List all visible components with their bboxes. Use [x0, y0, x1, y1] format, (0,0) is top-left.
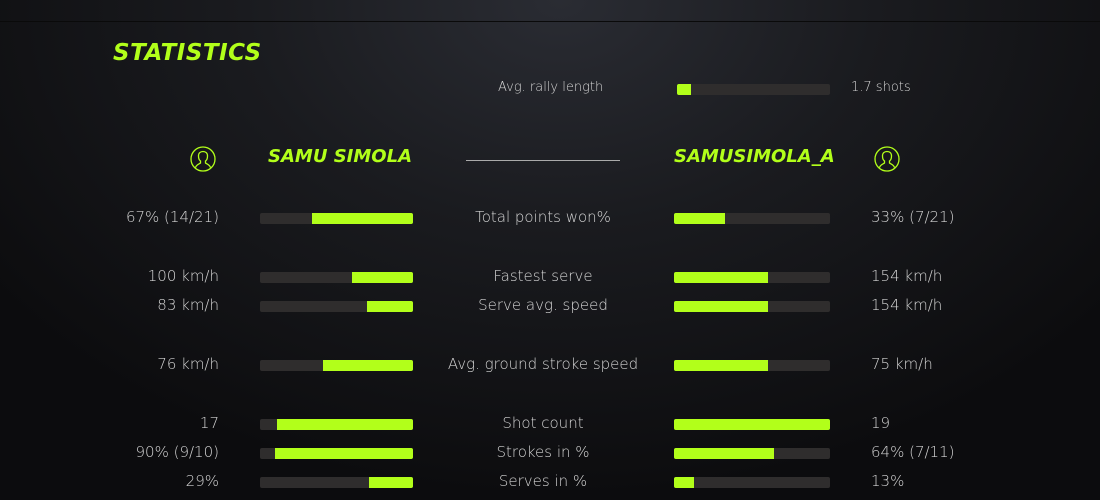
stat-left-value: 29%	[185, 472, 219, 490]
stat-label: Shot count	[502, 414, 584, 432]
stat-label: Strokes in %	[496, 443, 590, 461]
stat-right-bar-fill	[674, 419, 830, 430]
rally-bar	[677, 84, 830, 95]
stat-left-bar	[260, 477, 413, 488]
stat-right-bar	[674, 272, 830, 283]
stat-left-bar-fill	[275, 448, 413, 459]
player-left-name: SAMU SIMOLA	[268, 146, 412, 167]
stat-right-bar-fill	[674, 360, 768, 371]
stat-left-value: 17	[199, 414, 219, 432]
stat-right-value: 13%	[871, 472, 905, 490]
stat-label: Fastest serve	[493, 267, 593, 285]
stat-label: Serves in %	[498, 472, 588, 490]
rally-label: Avg. rally length	[498, 80, 604, 95]
stat-right-bar-fill	[674, 448, 774, 459]
stat-left-value: 100 km/h	[147, 267, 219, 285]
stat-left-bar-fill	[276, 419, 413, 430]
center-divider	[466, 160, 620, 161]
stat-right-value: 154 km/h	[871, 267, 943, 285]
stat-right-value: 19	[871, 414, 891, 432]
stat-left-bar-fill	[322, 360, 413, 371]
stat-left-value: 83 km/h	[157, 296, 219, 314]
stat-left-bar	[260, 360, 413, 371]
stat-right-bar	[674, 301, 830, 312]
stat-left-bar-fill	[351, 272, 413, 283]
stat-left-value: 90% (9/10)	[135, 443, 220, 461]
stat-left-bar	[260, 301, 413, 312]
stat-left-bar-fill	[368, 477, 413, 488]
page-title: STATISTICS	[113, 40, 262, 66]
stat-left-value: 76 km/h	[157, 355, 219, 373]
top-divider	[0, 21, 1100, 22]
stat-left-bar	[260, 448, 413, 459]
stat-left-bar	[260, 213, 413, 224]
player-right-name: SAMUSIMOLA_A	[674, 146, 835, 167]
stat-left-value: 67% (14/21)	[125, 208, 219, 226]
stat-right-bar-fill	[674, 213, 726, 224]
rally-bar-fill	[677, 84, 691, 95]
stat-right-bar-fill	[674, 301, 768, 312]
stat-right-bar-fill	[674, 272, 768, 283]
stat-left-bar-fill	[312, 213, 413, 224]
stat-left-bar	[260, 419, 413, 430]
stat-label: Avg. ground stroke speed	[447, 355, 639, 373]
stat-left-bar	[260, 272, 413, 283]
stat-right-value: 75 km/h	[871, 355, 933, 373]
stat-right-bar	[674, 448, 830, 459]
user-circle-icon	[874, 146, 900, 172]
stat-right-value: 64% (7/11)	[871, 443, 955, 461]
rally-value: 1.7 shots	[851, 80, 911, 95]
stat-right-bar-fill	[674, 477, 695, 488]
stat-right-bar	[674, 213, 830, 224]
stat-right-bar	[674, 360, 830, 371]
stat-left-bar-fill	[367, 301, 413, 312]
stat-right-value: 154 km/h	[871, 296, 943, 314]
stat-right-bar	[674, 477, 830, 488]
stat-right-bar	[674, 419, 830, 430]
stat-label: Total points won%	[475, 208, 611, 226]
stat-label: Serve avg. speed	[478, 296, 608, 314]
user-circle-icon	[190, 146, 216, 172]
stat-right-value: 33% (7/21)	[871, 208, 955, 226]
